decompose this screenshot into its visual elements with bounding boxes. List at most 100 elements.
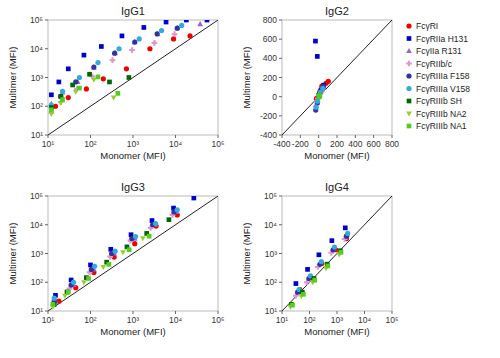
y-axis-label: Multimer (MFI) bbox=[241, 47, 252, 109]
y-tick bbox=[279, 115, 282, 116]
series bbox=[49, 77, 117, 116]
legend-marker bbox=[407, 36, 412, 41]
y-axis-label: Multimer (MFI) bbox=[7, 223, 18, 285]
point bbox=[317, 93, 322, 98]
plot-frame bbox=[282, 196, 392, 311]
point bbox=[49, 112, 55, 117]
y-tick bbox=[279, 253, 282, 254]
series bbox=[52, 207, 180, 301]
x-tick-label: 800 bbox=[385, 139, 399, 149]
point bbox=[142, 25, 147, 30]
y-tick bbox=[45, 282, 48, 283]
point bbox=[316, 93, 322, 99]
x-tick bbox=[218, 311, 219, 314]
series bbox=[314, 86, 326, 110]
x-tick-label: 10³ bbox=[127, 139, 139, 149]
y-tick-label: 10⁵ bbox=[30, 15, 43, 25]
series bbox=[49, 20, 209, 97]
series bbox=[316, 94, 322, 100]
x-tick-label: 200 bbox=[330, 139, 344, 149]
x-axis-label: Monomer (MFI) bbox=[304, 326, 369, 337]
x-tick bbox=[133, 135, 134, 138]
series bbox=[53, 209, 180, 303]
legend-marker bbox=[406, 111, 412, 116]
y-tick bbox=[279, 58, 282, 59]
series bbox=[297, 231, 351, 292]
legend-marker bbox=[406, 73, 411, 78]
y-tick-label: 10¹ bbox=[265, 306, 277, 316]
x-tick-label: 0 bbox=[316, 139, 321, 149]
x-tick bbox=[318, 135, 319, 138]
y-tick bbox=[45, 196, 48, 197]
point bbox=[314, 105, 319, 110]
point bbox=[132, 39, 138, 44]
point bbox=[317, 93, 322, 98]
y-tick-label: 10⁴ bbox=[264, 220, 277, 230]
point bbox=[147, 234, 152, 239]
point bbox=[112, 51, 117, 56]
y-tick-label: 10¹ bbox=[31, 306, 43, 316]
point bbox=[305, 267, 310, 272]
chart-root: 10¹10²10³10⁴10⁵10¹10²10³10⁴10⁵IgG1Monome… bbox=[0, 0, 500, 358]
point bbox=[92, 264, 97, 269]
point bbox=[71, 280, 76, 285]
point bbox=[108, 247, 113, 252]
x-tick-label: 10⁴ bbox=[169, 315, 182, 325]
y-tick-label: 0 bbox=[272, 92, 277, 102]
point bbox=[66, 67, 71, 72]
y-tick-label: 10³ bbox=[265, 249, 277, 259]
point bbox=[137, 36, 142, 41]
legend: FcγRIFcγRIIa H131FcγIIa R131FcγRIIb/cFcγ… bbox=[406, 21, 470, 131]
point bbox=[317, 94, 322, 99]
point bbox=[175, 26, 180, 31]
y-axis-label: Multimer (MFI) bbox=[241, 223, 252, 285]
y-tick bbox=[279, 96, 282, 97]
x-axis-label: Monomer (MFI) bbox=[100, 150, 165, 161]
legend-label: FcγRIIIb SH bbox=[416, 96, 462, 106]
point bbox=[345, 231, 350, 236]
point bbox=[113, 249, 118, 254]
point bbox=[317, 93, 322, 98]
series bbox=[313, 84, 326, 113]
diagonal-line bbox=[48, 20, 218, 135]
plot-area bbox=[48, 196, 218, 311]
y-tick bbox=[279, 77, 282, 78]
x-tick-label: 10² bbox=[303, 315, 315, 325]
point bbox=[205, 20, 210, 22]
point bbox=[155, 31, 160, 36]
point bbox=[167, 217, 172, 222]
y-tick bbox=[279, 224, 282, 225]
point bbox=[86, 276, 91, 281]
y-tick-label: 10² bbox=[31, 277, 43, 287]
x-tick-label: -400 bbox=[273, 139, 290, 149]
y-tick-label: 10³ bbox=[31, 73, 43, 83]
point bbox=[326, 264, 331, 269]
series bbox=[53, 196, 196, 298]
series bbox=[294, 226, 348, 286]
series bbox=[51, 234, 152, 307]
legend-label: FcγRIIIa V158 bbox=[416, 84, 470, 94]
y-tick bbox=[45, 253, 48, 254]
point bbox=[317, 94, 322, 99]
x-tick bbox=[373, 135, 374, 138]
chart-title: IgG4 bbox=[325, 181, 349, 193]
x-tick-label: 10² bbox=[84, 315, 96, 325]
point bbox=[116, 46, 121, 51]
series bbox=[49, 23, 185, 108]
y-tick bbox=[45, 77, 48, 78]
point bbox=[339, 250, 344, 255]
point bbox=[49, 92, 54, 97]
y-tick-label: 200 bbox=[263, 73, 277, 83]
point bbox=[312, 278, 317, 283]
point bbox=[77, 75, 82, 80]
legend-label: FcγRIIIb NA2 bbox=[416, 109, 467, 119]
y-tick bbox=[279, 282, 282, 283]
chart-title: IgG2 bbox=[325, 5, 349, 17]
point bbox=[332, 244, 337, 249]
y-tick-label: 10⁴ bbox=[30, 220, 43, 230]
series bbox=[49, 31, 178, 115]
series bbox=[295, 232, 350, 295]
chart-title: IgG3 bbox=[121, 181, 145, 193]
point bbox=[191, 196, 196, 200]
plot-area bbox=[282, 196, 392, 311]
